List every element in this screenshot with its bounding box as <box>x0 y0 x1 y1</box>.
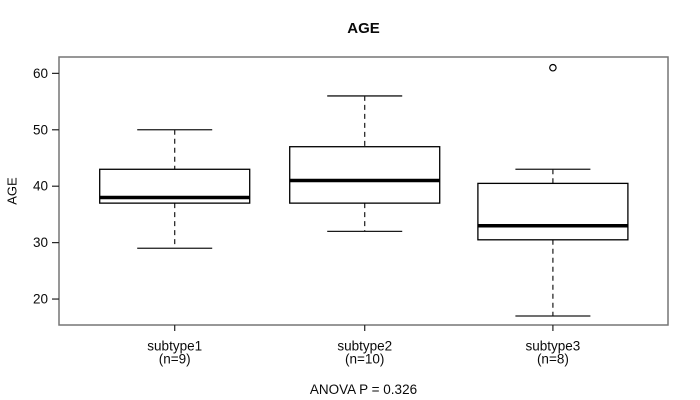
outlier-point <box>549 63 557 72</box>
box-subtype2 <box>289 146 441 204</box>
y-tick-label: 40 <box>33 179 48 194</box>
y-tick-label: 50 <box>33 122 48 137</box>
y-tick-label: 30 <box>33 235 48 250</box>
x-tick-sublabel: (n=8) <box>537 352 569 367</box>
x-tick-sublabel: (n=9) <box>159 352 191 367</box>
plot-border <box>58 56 669 326</box>
y-tick-label: 20 <box>33 292 48 307</box>
anova-caption: ANOVA P = 0.326 <box>309 382 418 397</box>
x-tick-label: subtype2 <box>337 339 392 354</box>
x-tick-label: subtype3 <box>526 339 581 354</box>
chart-title: AGE <box>347 20 380 37</box>
x-tick-sublabel: (n=10) <box>345 352 384 367</box>
box-subtype3 <box>477 182 629 241</box>
y-tick-label: 60 <box>33 66 48 81</box>
x-tick-label: subtype1 <box>147 339 202 354</box>
